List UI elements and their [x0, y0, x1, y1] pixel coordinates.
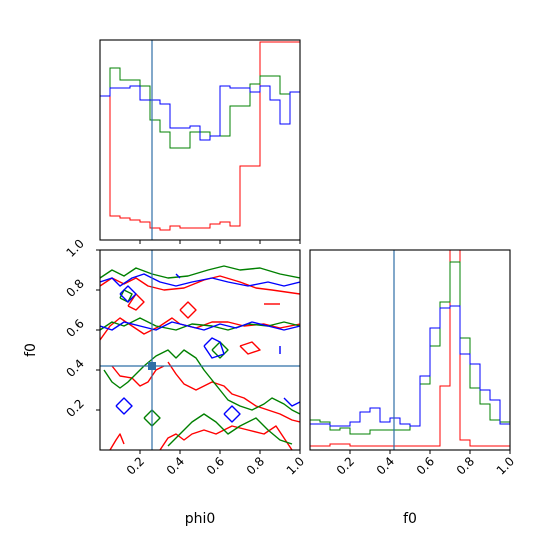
axes-frame-phi0-hist: [99, 39, 301, 241]
y-f0-tick-label-0: 0.2: [63, 396, 86, 419]
histogram-phi0-series-0: [99, 41, 301, 240]
contour-series-2-curve-3: [203, 337, 225, 359]
contour-series-0-curve-3: [167, 361, 300, 423]
contour-series-1-curve-6: [119, 289, 133, 303]
x-axis-label-phi0: phi0: [185, 511, 216, 527]
y-f0-tick-label-2: 0.6: [63, 316, 86, 339]
x-f0-tick-label-2: 0.6: [414, 454, 437, 477]
x-phi0-tick-label-1: 0.4: [164, 454, 187, 477]
contour-series-1-curve-2: [103, 349, 300, 415]
histogram-phi0-panel: [99, 39, 301, 244]
histogram-f0-series: [309, 249, 511, 450]
contour-series-1-curve-4: [143, 409, 161, 427]
x-phi0-tick-label-0: 0.2: [124, 454, 147, 477]
contour-series-2-curve-4: [115, 397, 133, 415]
contour-series-2-curve-1: [100, 321, 300, 331]
contour-series-2-curve-5: [283, 397, 300, 407]
contour-series-2-curve-0: [100, 273, 300, 287]
axes-frame-f0-hist: [309, 249, 511, 451]
x-ticks-f0: 0.2 0.4 0.6 0.8 1.0: [334, 450, 517, 478]
contour-series-0-curve-7: [179, 301, 197, 319]
x-f0-tick-label-4: 1.0: [494, 454, 517, 477]
histogram-phi0-ticks: [139, 240, 301, 244]
y-axis-label-f0: f0: [23, 343, 39, 357]
histogram-f0-series-2: [309, 305, 511, 450]
x-phi0-tick-label-3: 0.8: [244, 454, 267, 477]
histogram-f0-series-1: [309, 261, 511, 450]
contour-series-2-curve-2: [119, 285, 137, 303]
histogram-f0-series-0: [309, 249, 511, 450]
contour-series-0-curve-5: [159, 425, 293, 450]
y-f0-tick-label-1: 0.4: [63, 356, 86, 379]
y-f0-tick-label-4: 1.0: [63, 236, 86, 259]
contour-panel-phi0-f0: 0.2 0.4 0.6 0.8 1.0 0.2 0.4 0.6 0.8 1.0: [63, 236, 307, 477]
truth-marker: [148, 362, 156, 370]
x-f0-tick-label-3: 0.8: [454, 454, 477, 477]
contour-series-1-curve-5: [211, 341, 229, 359]
contour-series-1-curve-3: [167, 413, 293, 447]
histogram-phi0-series-1: [99, 67, 301, 240]
contour-series-1-curve-0: [100, 265, 300, 279]
contour-series-0-curve-2: [111, 365, 165, 387]
contour-series: [100, 265, 300, 450]
histogram-phi0-series-2: [99, 85, 301, 240]
contour-series-2-curve-7: [175, 273, 181, 279]
x-axis-label-f0: f0: [403, 511, 417, 527]
histogram-phi0-series: [99, 41, 301, 240]
contour-series-2-curve-6: [223, 405, 241, 423]
x-phi0-tick-label-4: 1.0: [284, 454, 307, 477]
x-f0-tick-label-0: 0.2: [334, 454, 357, 477]
contour-series-0-curve-4: [109, 433, 125, 450]
histogram-f0-panel: 0.2 0.4 0.6 0.8 1.0: [309, 249, 517, 478]
axes-frame-2d: [99, 249, 301, 451]
x-phi0-tick-label-2: 0.6: [204, 454, 227, 477]
contour-series-0-curve-6: [127, 293, 145, 311]
y-f0-tick-label-3: 0.8: [63, 276, 86, 299]
y-ticks-f0: 0.2 0.4 0.6 0.8 1.0: [63, 236, 100, 420]
x-f0-tick-label-1: 0.4: [374, 454, 397, 477]
x-ticks-phi0: 0.2 0.4 0.6 0.8 1.0: [124, 450, 307, 478]
contour-series-0-curve-8: [239, 341, 261, 355]
